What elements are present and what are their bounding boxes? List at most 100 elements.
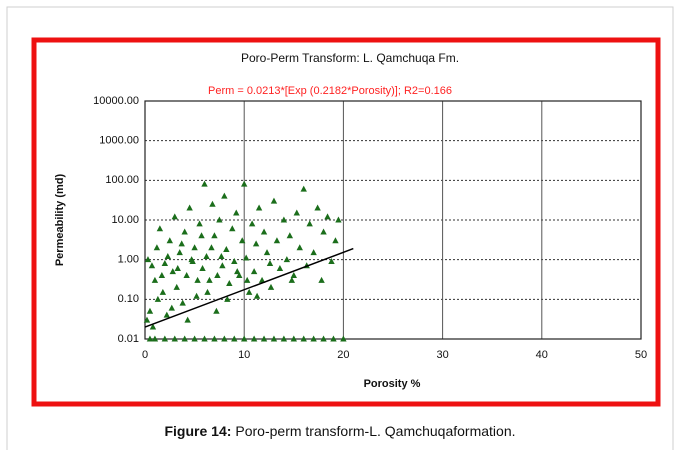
point bbox=[335, 216, 342, 223]
point bbox=[233, 209, 240, 216]
x-axis-label: Porosity % bbox=[364, 378, 421, 390]
caption: Figure 14: Poro-perm transform-L. Qamchuq… bbox=[164, 423, 515, 439]
point bbox=[213, 307, 220, 314]
point bbox=[248, 220, 256, 227]
point bbox=[283, 256, 291, 263]
point bbox=[171, 213, 178, 220]
point bbox=[146, 335, 154, 342]
point bbox=[201, 335, 208, 342]
point bbox=[266, 260, 274, 267]
point bbox=[208, 244, 215, 251]
point bbox=[253, 292, 261, 299]
point bbox=[332, 237, 339, 244]
point bbox=[260, 228, 268, 235]
point bbox=[340, 335, 347, 342]
point bbox=[280, 335, 288, 342]
point bbox=[191, 335, 198, 342]
point bbox=[184, 316, 191, 323]
x-tick-label: 40 bbox=[536, 349, 548, 361]
point bbox=[171, 335, 178, 342]
point bbox=[306, 220, 313, 227]
point bbox=[255, 204, 263, 211]
point bbox=[270, 197, 278, 204]
point bbox=[226, 280, 233, 287]
point bbox=[159, 288, 167, 295]
x-tick-label: 50 bbox=[635, 349, 647, 361]
point bbox=[181, 335, 188, 342]
point bbox=[176, 249, 183, 256]
trend-line bbox=[144, 247, 354, 328]
point bbox=[300, 335, 307, 342]
point bbox=[191, 244, 198, 251]
x-tick-label: 10 bbox=[238, 349, 250, 361]
point bbox=[229, 225, 236, 232]
point bbox=[310, 335, 317, 342]
y-tick-label: 10.00 bbox=[111, 214, 139, 226]
caption-label: Figure 14: bbox=[164, 423, 231, 439]
point bbox=[286, 232, 294, 239]
point bbox=[241, 180, 248, 187]
point bbox=[267, 283, 275, 290]
point bbox=[270, 335, 278, 342]
point bbox=[188, 256, 195, 263]
point bbox=[146, 307, 154, 314]
point bbox=[178, 240, 185, 247]
point bbox=[209, 200, 216, 207]
point bbox=[276, 264, 284, 271]
point bbox=[252, 240, 260, 247]
point bbox=[250, 335, 258, 342]
point bbox=[290, 271, 297, 278]
point bbox=[161, 260, 169, 267]
point bbox=[296, 244, 303, 251]
point bbox=[183, 271, 190, 278]
point bbox=[143, 316, 151, 323]
point bbox=[186, 204, 193, 211]
point bbox=[179, 299, 186, 306]
point bbox=[330, 335, 337, 342]
point bbox=[260, 335, 268, 342]
point bbox=[288, 276, 296, 283]
point bbox=[204, 288, 211, 295]
point bbox=[216, 216, 223, 223]
point bbox=[320, 335, 327, 342]
point bbox=[148, 262, 156, 269]
point bbox=[219, 262, 226, 269]
point bbox=[166, 237, 173, 244]
point bbox=[211, 232, 218, 239]
point bbox=[221, 335, 228, 342]
point bbox=[199, 264, 206, 271]
point bbox=[181, 228, 188, 235]
point bbox=[218, 253, 225, 260]
point bbox=[231, 257, 238, 264]
point bbox=[224, 295, 231, 302]
x-tick-label: 0 bbox=[142, 349, 148, 361]
point bbox=[318, 276, 325, 283]
point bbox=[236, 271, 243, 278]
point bbox=[164, 253, 172, 260]
x-tick-label: 20 bbox=[337, 349, 349, 361]
point bbox=[211, 335, 218, 342]
point bbox=[290, 335, 297, 342]
point bbox=[221, 192, 228, 199]
equation: Perm = 0.0213*[Exp (0.2182*Porosity)]; R… bbox=[208, 85, 452, 97]
point bbox=[154, 295, 162, 302]
point bbox=[163, 311, 171, 318]
point bbox=[239, 237, 246, 244]
point bbox=[161, 335, 169, 342]
point bbox=[153, 244, 161, 251]
point bbox=[245, 288, 253, 295]
chart-title: Poro-Perm Transform: L. Qamchuqa Fm. bbox=[241, 51, 459, 65]
y-tick-label: 10000.00 bbox=[93, 95, 139, 107]
point bbox=[193, 292, 200, 299]
point bbox=[243, 276, 251, 283]
point bbox=[328, 257, 335, 264]
point bbox=[223, 246, 230, 253]
point bbox=[198, 232, 205, 239]
y-tick-label: 1.00 bbox=[118, 254, 139, 266]
point bbox=[149, 323, 157, 330]
plot-border bbox=[144, 100, 642, 340]
point bbox=[310, 249, 317, 256]
y-tick-label: 100.00 bbox=[105, 174, 139, 186]
point bbox=[151, 276, 159, 283]
